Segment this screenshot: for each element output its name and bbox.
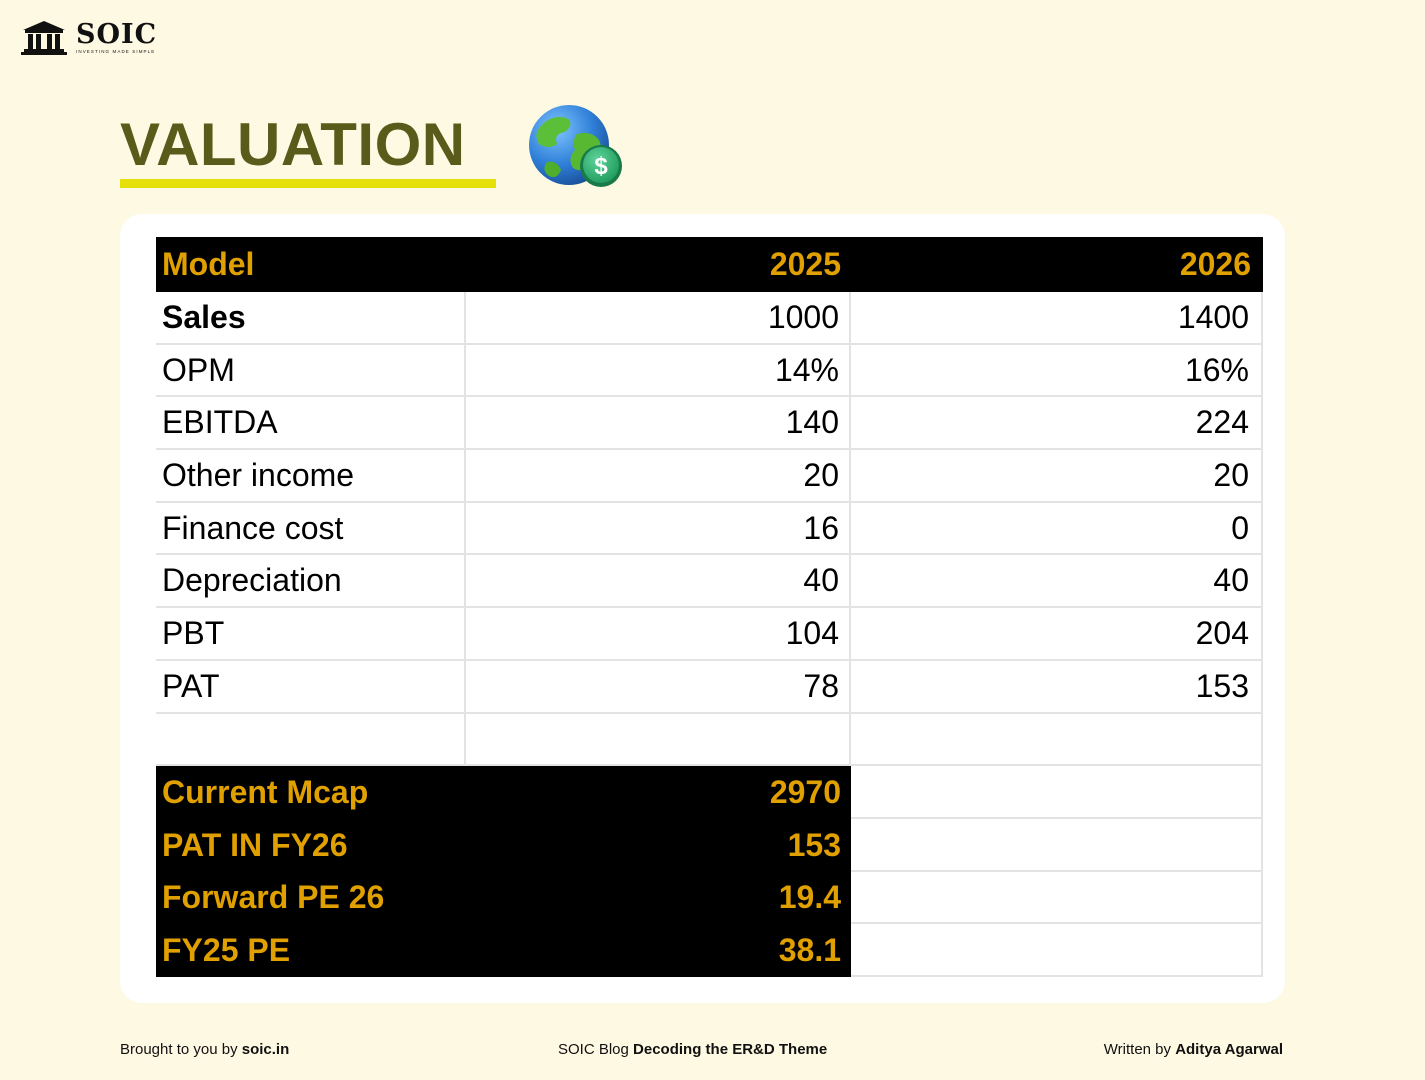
summary-empty-cell bbox=[851, 818, 1263, 872]
summary-label: PAT IN FY26 bbox=[156, 818, 464, 872]
table-row: PBT 104 204 bbox=[156, 608, 1263, 661]
row-label: PBT bbox=[162, 614, 225, 651]
value-2026: 153 bbox=[851, 660, 1263, 712]
table-row-empty bbox=[156, 713, 1263, 767]
summary-row: Forward PE 26 19.4 bbox=[156, 871, 1263, 925]
brand-tagline: INVESTING MADE SIMPLE bbox=[76, 49, 156, 54]
value-2026: 1400 bbox=[851, 292, 1263, 343]
value-2025: 78 bbox=[464, 660, 851, 712]
summary-value: 2970 bbox=[464, 766, 851, 819]
summary-row: Current Mcap 2970 bbox=[156, 766, 1263, 819]
summary-label: Forward PE 26 bbox=[156, 871, 464, 925]
row-label: Sales bbox=[162, 298, 246, 335]
row-label: Finance cost bbox=[162, 509, 344, 546]
value-2026: 204 bbox=[851, 608, 1263, 659]
value-2026: 40 bbox=[851, 555, 1263, 607]
brand-name: SOIC bbox=[76, 19, 158, 50]
summary-value: 19.4 bbox=[464, 871, 851, 925]
table-row: PAT 78 153 bbox=[156, 660, 1263, 714]
summary-label: FY25 PE bbox=[156, 924, 464, 977]
value-2025: 20 bbox=[464, 450, 851, 501]
header-2025: 2025 bbox=[769, 246, 841, 282]
value-2025: 104 bbox=[464, 608, 851, 659]
footer-blog: SOIC Blog Decoding the ER&D Theme bbox=[558, 1041, 827, 1058]
table-row: Finance cost 16 0 bbox=[156, 502, 1263, 556]
footer-author: Written by Aditya Agarwal bbox=[1104, 1041, 1283, 1058]
summary-row: PAT IN FY26 153 bbox=[156, 818, 1263, 872]
footer-blog-prefix: SOIC Blog bbox=[558, 1041, 634, 1058]
value-2025: 1000 bbox=[464, 292, 851, 343]
svg-text:$: $ bbox=[594, 153, 608, 180]
brand-logo: SOIC INVESTING MADE SIMPLE bbox=[20, 18, 157, 58]
row-label: OPM bbox=[162, 351, 235, 388]
table-header-row: Model 2025 2026 bbox=[156, 237, 1263, 292]
row-label bbox=[156, 714, 464, 765]
summary-empty-cell bbox=[851, 871, 1263, 925]
value-2025: 16 bbox=[464, 502, 851, 554]
footer-blog-title: Decoding the ER&D Theme bbox=[633, 1041, 828, 1058]
page-title: VALUATION bbox=[120, 111, 466, 178]
row-label: Other income bbox=[162, 456, 355, 493]
row-label: PAT bbox=[162, 667, 220, 704]
value-2026: 16% bbox=[851, 344, 1263, 396]
summary-row: FY25 PE 38.1 bbox=[156, 924, 1263, 977]
table-row: Other income 20 20 bbox=[156, 450, 1263, 503]
table-row: EBITDA 140 224 bbox=[156, 397, 1263, 451]
row-label: Depreciation bbox=[162, 562, 342, 599]
globe-dollar-icon: $ bbox=[529, 105, 622, 187]
footer-credit-prefix: Brought to you by bbox=[120, 1041, 242, 1058]
table-row: Sales 1000 1400 bbox=[156, 292, 1263, 345]
value-2026: 224 bbox=[851, 397, 1263, 449]
value-2025: 140 bbox=[464, 397, 851, 449]
header-model: Model bbox=[162, 246, 255, 282]
value-2025: 40 bbox=[464, 555, 851, 607]
footer-credit: Brought to you by soic.in bbox=[120, 1041, 289, 1058]
value-2026: 20 bbox=[851, 450, 1263, 501]
valuation-table: Model 2025 2026 Sales 1000 1400 OPM 14% … bbox=[156, 237, 1263, 977]
value-2025 bbox=[464, 713, 851, 765]
table-row: OPM 14% 16% bbox=[156, 344, 1263, 398]
footer-site-link[interactable]: soic.in bbox=[241, 1041, 290, 1058]
summary-empty-cell bbox=[851, 924, 1263, 977]
summary-value: 38.1 bbox=[464, 924, 851, 977]
summary-value: 153 bbox=[464, 818, 851, 872]
value-2025: 14% bbox=[464, 344, 851, 396]
footer-author-name: Aditya Agarwal bbox=[1175, 1041, 1283, 1058]
bank-building-icon bbox=[21, 21, 67, 55]
summary-empty-cell bbox=[851, 766, 1263, 819]
header-2026: 2026 bbox=[1179, 246, 1251, 282]
title-underline bbox=[120, 179, 496, 188]
footer-author-prefix: Written by bbox=[1103, 1041, 1176, 1058]
value-2026 bbox=[851, 713, 1263, 765]
table-row: Depreciation 40 40 bbox=[156, 555, 1263, 609]
summary-label: Current Mcap bbox=[156, 766, 464, 819]
value-2026: 0 bbox=[851, 502, 1263, 554]
row-label: EBITDA bbox=[162, 404, 278, 441]
